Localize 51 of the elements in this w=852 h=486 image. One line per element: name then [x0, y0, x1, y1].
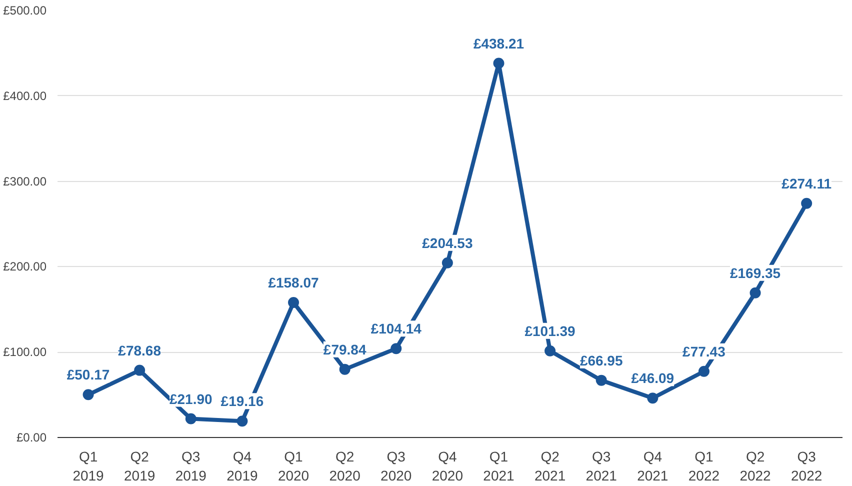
x-tick-label: Q1 2020 — [278, 448, 310, 484]
y-tick-label: £0.00 — [16, 430, 47, 444]
point — [596, 374, 607, 386]
point — [750, 287, 761, 298]
data-label: £46.09 — [631, 370, 674, 386]
point — [801, 198, 812, 209]
x-tick-label: Q4 2020 — [432, 448, 464, 484]
point — [134, 364, 146, 376]
y-tick-label: £200.00 — [3, 260, 47, 274]
x-tick-label: Q1 2022 — [688, 448, 720, 484]
y-tick-label: £500.00 — [3, 4, 47, 18]
y-tick-label: £100.00 — [3, 345, 47, 360]
point — [493, 58, 504, 69]
point — [544, 345, 556, 356]
x-tick-label: Q2 2019 — [124, 448, 156, 484]
x-tick-label: Q2 2020 — [329, 448, 361, 484]
x-tick-label: Q1 2021 — [483, 448, 515, 484]
y-tick-label: £400.00 — [3, 88, 47, 103]
x-tick-label: Q4 2021 — [637, 448, 668, 484]
x-tick-label: Q2 2021 — [534, 448, 566, 484]
data-label: £101.39 — [524, 322, 576, 339]
data-label: £19.16 — [220, 393, 264, 410]
point — [390, 343, 402, 354]
x-tick-label: Q3 2020 — [380, 448, 412, 484]
point — [185, 413, 196, 424]
point — [288, 297, 300, 308]
x-tick-label: Q4 2019 — [226, 448, 258, 484]
point — [236, 416, 248, 427]
data-label: £78.68 — [118, 342, 162, 358]
point — [698, 366, 710, 377]
data-label: £204.53 — [422, 234, 473, 251]
x-tick-label: Q3 2022 — [791, 448, 822, 484]
data-label: £104.14 — [370, 320, 422, 337]
data-label: £21.90 — [169, 390, 213, 407]
data-label: £79.84 — [323, 341, 366, 358]
y-tick-label: £300.00 — [3, 174, 47, 188]
data-label: £50.17 — [66, 366, 110, 383]
point — [82, 389, 94, 400]
point — [339, 364, 350, 375]
data-label: £158.07 — [268, 274, 320, 291]
data-label: £274.11 — [782, 175, 832, 192]
data-label: £66.95 — [580, 352, 623, 368]
point — [647, 392, 658, 404]
x-tick-label: Q1 2019 — [72, 448, 104, 484]
x-tick-label: Q3 2019 — [175, 448, 207, 484]
x-tick-label: Q2 2022 — [740, 448, 772, 484]
data-label: £77.43 — [682, 343, 726, 360]
data-label: £438.21 — [473, 35, 524, 52]
x-tick-label: Q3 2021 — [586, 448, 618, 484]
point — [442, 257, 453, 268]
data-label: £169.35 — [730, 264, 781, 281]
